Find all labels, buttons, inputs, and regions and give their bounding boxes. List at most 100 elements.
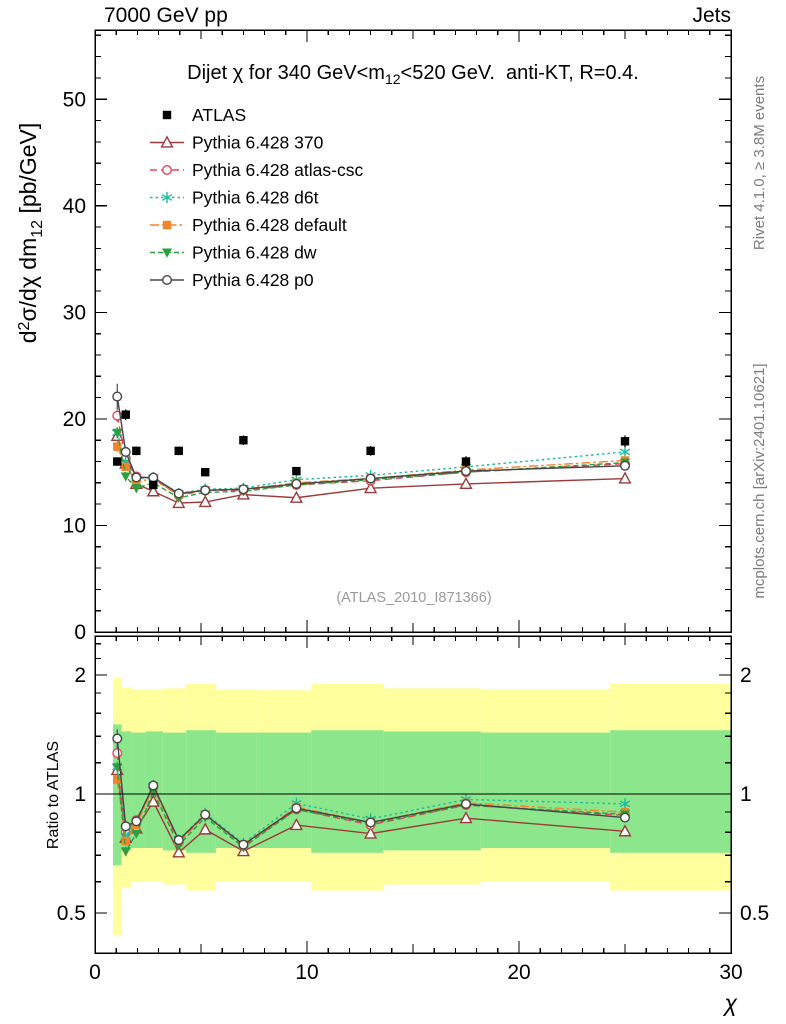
legend-item-pythia-6-428-370: Pythia 6.428 370 (150, 133, 324, 153)
marker-square (174, 446, 183, 456)
marker-asterisk (619, 800, 631, 808)
analysis-id-watermark: (ATLAS_2010_I871366) (336, 590, 491, 606)
top-panel-frame (94, 29, 732, 633)
marker-circle (131, 816, 142, 827)
header-beam-label: 7000 GeV pp (104, 4, 228, 27)
marker-triangle-down (131, 829, 142, 839)
ratio-panel-data (110, 729, 632, 858)
legend-label: Pythia 6.428 atlas-csc (192, 160, 363, 180)
tick-label: 10 (295, 961, 318, 984)
marker-circle (120, 821, 131, 832)
marker-triangle-up (198, 822, 212, 835)
plot-title: Dijet χ for 340 GeV<m12<520 GeV. anti-KT… (187, 62, 639, 87)
legend-label: Pythia 6.428 d6t (192, 188, 319, 208)
marker-circle (131, 472, 142, 483)
marker-triangle-down (120, 472, 131, 482)
marker-square (201, 467, 210, 477)
tick-label: 1 (740, 783, 752, 806)
marker-triangle-down (112, 428, 123, 438)
marker-circle (200, 809, 211, 820)
ratio-y-axis-label: Ratio to ATLAS (45, 741, 62, 849)
marker-triangle-up (146, 484, 160, 497)
legend-label: Pythia 6.428 p0 (192, 270, 314, 290)
tick-label: 10 (63, 514, 86, 537)
tick-label: 0.5 (57, 902, 86, 925)
marker-circle (112, 748, 123, 759)
marker-triangle-down (162, 248, 172, 258)
inner-band-segment (121, 731, 132, 851)
marker-triangle-up (364, 481, 378, 494)
marker-circle (291, 478, 302, 489)
legend-item-pythia-6-428-default: Pythia 6.428 default (150, 215, 347, 235)
marker-triangle-up (289, 818, 303, 831)
marker-circle (461, 798, 472, 809)
tick-label: 0.5 (740, 902, 769, 925)
mcplots-arxiv-note: mcplots.cern.ch [arXiv:2401.10621] (751, 363, 768, 598)
marker-circle (620, 812, 631, 823)
legend-label: Pythia 6.428 370 (192, 133, 324, 153)
marker-square (461, 457, 471, 466)
series-line (116, 767, 626, 845)
plot-title-main: Dijet χ for 340 GeV<m (187, 62, 385, 84)
marker-square (113, 457, 122, 466)
marker-square (292, 466, 301, 476)
marker-square (121, 462, 130, 472)
marker-square (162, 220, 172, 230)
tick-label: 50 (63, 88, 86, 111)
marker-circle (148, 780, 159, 791)
legend-item-pythia-6-428-dw: Pythia 6.428 dw (150, 243, 317, 263)
header-analysis-label: Jets (692, 4, 731, 27)
tick-label: 2 (740, 664, 752, 687)
marker-square (162, 110, 172, 120)
tick-label: 0 (89, 961, 101, 984)
marker-square (620, 437, 630, 446)
top-panel-data (110, 383, 632, 509)
marker-triangle-down (131, 484, 142, 494)
ylabel-d: d (15, 330, 41, 343)
x-axis-label: χ (722, 990, 737, 1016)
tick-label: 1 (74, 783, 86, 806)
series-pythia-6-428-p0 (112, 383, 631, 499)
inner-band-segment (383, 731, 481, 851)
marker-triangle-up (459, 811, 473, 824)
legend-item-pythia-6-428-d6t: Pythia 6.428 d6t (150, 188, 319, 208)
marker-circle (112, 391, 123, 402)
marker-triangle-down (120, 847, 131, 857)
ylabel-mid: σ/dχ dm (15, 238, 41, 322)
rivet-version-note: Rivet 4.1.0, ≥ 3.8M events (751, 76, 768, 250)
ylabel-rest: [pb/GeV] (15, 123, 41, 220)
marker-circle (161, 164, 172, 175)
inner-band-segment (215, 732, 257, 849)
marker-square (239, 436, 248, 445)
series-pythia-6-428-370 (110, 428, 632, 509)
marker-asterisk (161, 194, 173, 201)
series-line (116, 432, 626, 499)
marker-circle (620, 460, 631, 471)
marker-circle (148, 472, 159, 483)
ylabel-sub: 12 (29, 220, 46, 238)
marker-triangle-up (146, 794, 160, 807)
marker-circle (161, 275, 172, 286)
marker-square (132, 446, 141, 456)
tick-label: 30 (63, 301, 86, 324)
ylabel-sup: 2 (16, 321, 33, 330)
marker-triangle-up (618, 471, 632, 484)
marker-triangle-up (459, 476, 473, 489)
legend: ATLAS Pythia 6.428 370 Pythia 6.428 atlas-… (150, 105, 363, 290)
marker-square (366, 446, 375, 456)
marker-square (113, 775, 122, 784)
plot-title-sub: 12 (385, 71, 401, 87)
marker-triangle-up (289, 490, 303, 503)
legend-label: Pythia 6.428 default (192, 215, 347, 235)
marker-circle (365, 473, 376, 484)
marker-triangle-up (160, 135, 174, 148)
legend-item-atlas: ATLAS (162, 105, 246, 125)
marker-circle (365, 817, 376, 828)
top-y-axis-label: d2σ/dχ dm12 [pb/GeV] (15, 123, 46, 343)
legend-label: Pythia 6.428 dw (192, 243, 317, 263)
marker-circle (112, 733, 123, 744)
ratio-uncertainty-bands (113, 677, 731, 935)
